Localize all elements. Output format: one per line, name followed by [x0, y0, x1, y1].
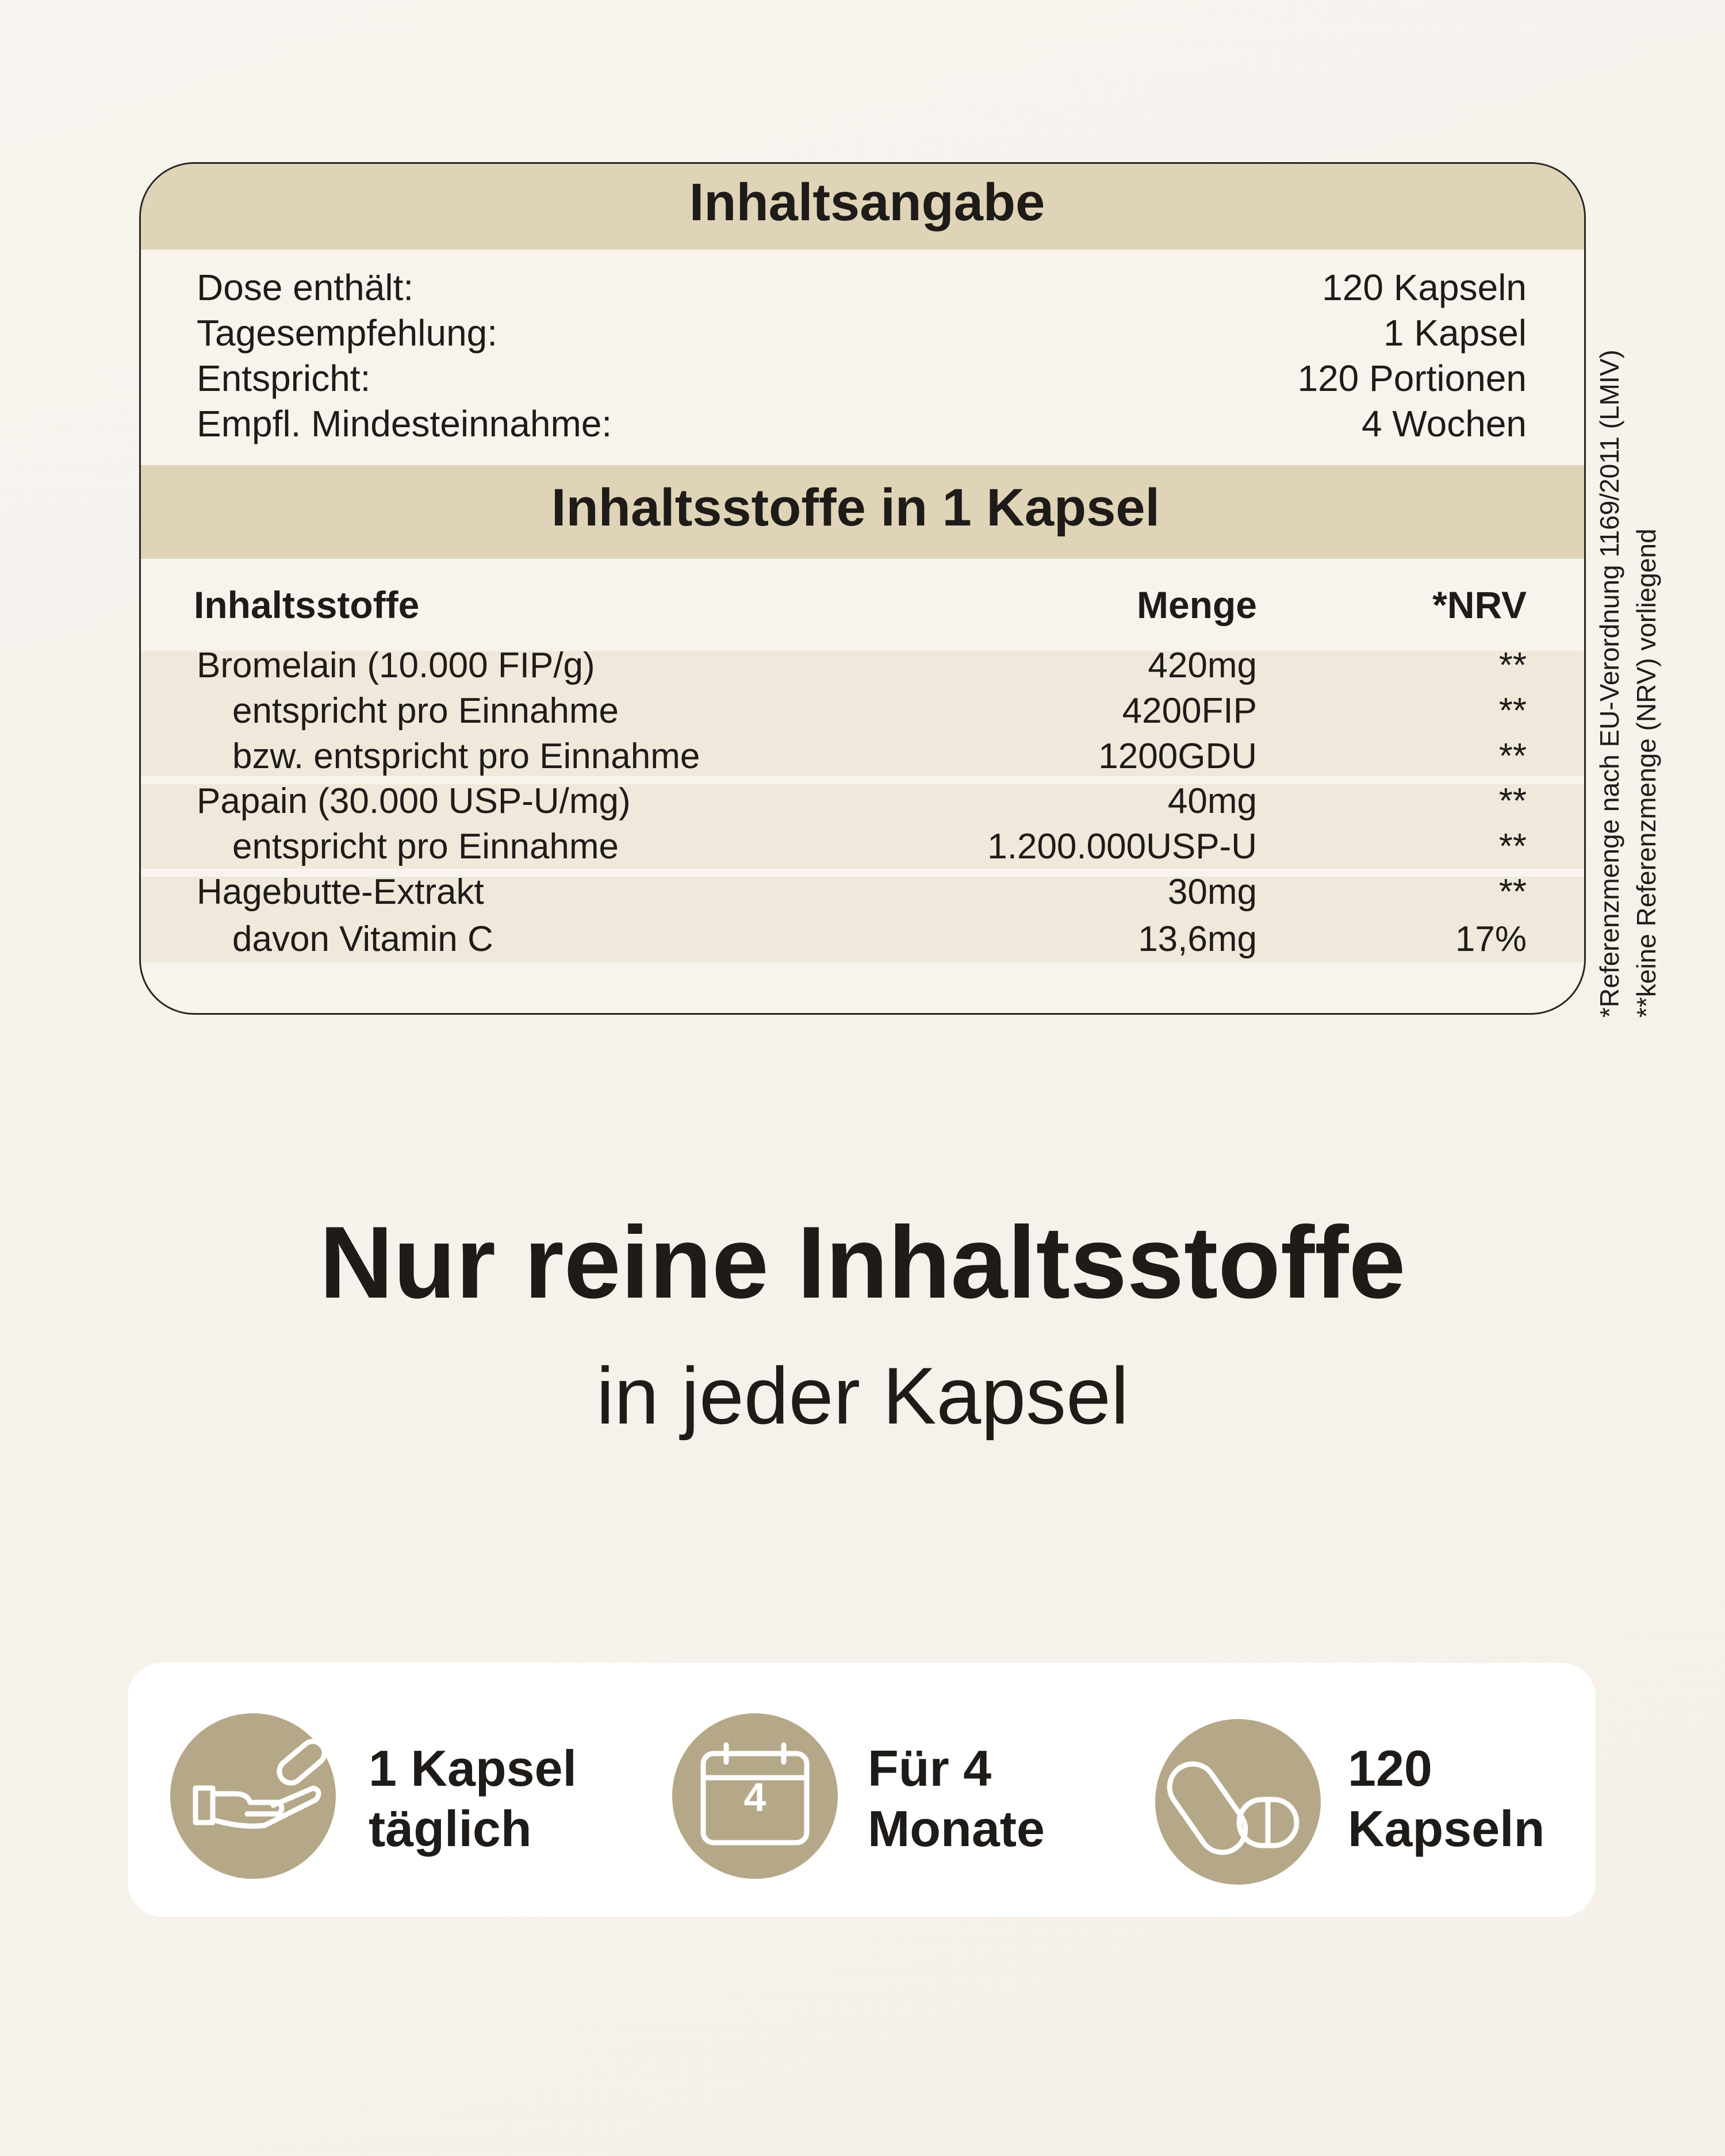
nutrition-card: [139, 162, 1586, 1015]
amount: 420mg: [1148, 646, 1257, 685]
info-value: 120 Kapseln: [1322, 267, 1527, 308]
section-title: Inhaltsangabe: [689, 173, 1045, 232]
section-title: Inhaltsstoffe in 1 Kapsel: [551, 478, 1160, 537]
footnote: *Referenzmenge nach EU-Verordnung 1169/2…: [1594, 350, 1624, 1018]
feature-text: Kapseln: [1348, 1800, 1545, 1857]
calendar-icon: [700, 1742, 810, 1846]
nrv: **: [1498, 872, 1527, 912]
feature-card: [128, 1663, 1596, 1917]
amount: 1.200.000USP-U: [987, 827, 1257, 866]
amount: 13,6mg: [1138, 919, 1257, 959]
nrv: 17%: [1455, 919, 1527, 959]
nrv: **: [1498, 827, 1527, 866]
feature-text: 120: [1348, 1740, 1432, 1797]
nrv: **: [1498, 691, 1527, 731]
info-label: Tagesempfehlung:: [197, 312, 498, 354]
feature-text: täglich: [369, 1800, 532, 1857]
hand-icon: [193, 1739, 327, 1829]
info-label: Entspricht:: [197, 358, 371, 399]
nrv: **: [1498, 736, 1527, 776]
row-shade: [141, 877, 1584, 962]
info-label: Dose enthält:: [197, 267, 414, 308]
column-header: Inhaltsstoffe: [194, 584, 420, 626]
feature-text: Monate: [868, 1800, 1045, 1857]
icon-circle: [1155, 1719, 1321, 1885]
headline: Nur reine Inhaltsstoffe: [319, 1205, 1406, 1319]
subheadline: in jeder Kapsel: [596, 1351, 1129, 1441]
column-header: *NRV: [1432, 584, 1527, 626]
amount: 1200GDU: [1098, 736, 1257, 776]
ingredient: Bromelain (10.000 FIP/g): [197, 646, 595, 685]
ingredient: bzw. entspricht pro Einnahme: [232, 736, 700, 776]
ingredient: davon Vitamin C: [232, 919, 493, 959]
footnote: **keine Referenzmenge (NRV) vorliegend: [1631, 528, 1661, 1018]
ingredient: entspricht pro Einnahme: [232, 691, 619, 731]
ingredient: Papain (30.000 USP-U/mg): [197, 781, 631, 821]
info-label: Empfl. Mindesteinnahme:: [197, 403, 612, 444]
amount: 40mg: [1167, 781, 1257, 821]
capsule-icon: [1167, 1761, 1300, 1855]
header-band: [141, 164, 1584, 250]
nrv: **: [1498, 646, 1527, 685]
row-shade: [141, 784, 1584, 869]
column-header: Menge: [1136, 584, 1257, 626]
info-value: 4 Wochen: [1362, 403, 1527, 444]
amount: 30mg: [1167, 872, 1257, 912]
calendar-day: 4: [744, 1775, 766, 1820]
header-band: [141, 465, 1584, 559]
nrv: **: [1498, 781, 1527, 821]
feature-text: 1 Kapsel: [369, 1740, 577, 1797]
feature-text: Für 4: [868, 1740, 992, 1797]
ingredient: Hagebutte-Extrakt: [197, 872, 484, 912]
row-shade: [141, 651, 1584, 776]
ingredient: entspricht pro Einnahme: [232, 827, 619, 866]
info-value: 120 Portionen: [1297, 358, 1527, 399]
info-value: 1 Kapsel: [1383, 312, 1527, 354]
amount: 4200FIP: [1122, 691, 1257, 731]
